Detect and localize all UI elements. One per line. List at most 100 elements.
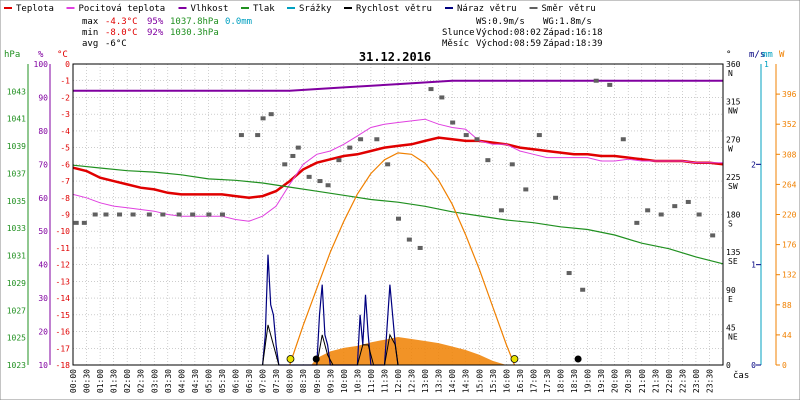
- time-tick-label: 12:30: [408, 369, 417, 393]
- legend-label: Teplota: [16, 4, 54, 14]
- temperature-tick-label: -1: [60, 77, 70, 86]
- temperature-tick-label: -12: [56, 261, 71, 270]
- time-tick-label: 20:00: [611, 369, 620, 393]
- time-tick-label: 20:30: [624, 369, 633, 393]
- time-tick-label: 00:30: [83, 369, 92, 393]
- wind-direction-point: [290, 153, 296, 158]
- max-label: max: [82, 17, 99, 27]
- time-tick-label: 09:30: [326, 369, 335, 393]
- solar-tick-label: 396: [782, 90, 797, 99]
- time-tick-label: 13:00: [421, 369, 430, 393]
- direction-compass-label: W: [728, 144, 733, 153]
- time-unit: čas: [733, 370, 749, 381]
- direction-tick-label: 180: [726, 211, 741, 220]
- temperature-tick-label: -4: [60, 127, 70, 136]
- time-tick-label: 03:30: [164, 369, 173, 393]
- wind-direction-point: [620, 137, 626, 142]
- time-tick-label: 22:00: [665, 369, 674, 393]
- chart-legend: Teplota Pocitová teplota Vlhkost Tlak Srážky…: [4, 4, 596, 14]
- temperature-tick-label: -10: [56, 227, 71, 236]
- wind-direction-point: [634, 220, 640, 225]
- solar-tick-label: 88: [782, 301, 792, 310]
- wind-direction-point: [117, 212, 123, 217]
- humidity-tick-label: 20: [38, 328, 48, 337]
- min-label: min: [82, 28, 98, 38]
- wind-direction-point: [450, 120, 456, 125]
- time-tick-label: 11:30: [380, 369, 389, 393]
- solar-tick-label: 264: [782, 180, 797, 189]
- time-tick-label: 07:00: [259, 369, 268, 393]
- time-tick-label: 21:30: [651, 369, 660, 393]
- axis-units: hPa % °C ° m/s mm W čas: [4, 50, 785, 381]
- wind-direction-point: [374, 137, 380, 142]
- wind-direction-point: [160, 212, 166, 217]
- wind-direction-point: [385, 162, 391, 167]
- time-tick-label: 21:00: [638, 369, 647, 393]
- legend-label: Směr větru: [542, 4, 596, 14]
- hpa-unit: hPa: [4, 50, 20, 60]
- time-tick-label: 14:00: [448, 369, 457, 393]
- wind-direction-point: [566, 271, 572, 276]
- direction-compass-label: NW: [728, 107, 738, 116]
- mm-unit: mm: [762, 50, 773, 60]
- chart-date: 31.12.2016: [359, 50, 431, 64]
- time-tick-label: 23:30: [705, 369, 714, 393]
- temperature-tick-label: -2: [60, 93, 70, 102]
- pressure-tick-label: 1037: [7, 169, 26, 178]
- wind-direction-point: [325, 183, 331, 188]
- wind-direction-point: [92, 212, 98, 217]
- wind-direction-point: [146, 212, 152, 217]
- sun-rise: Východ:08:02: [476, 28, 541, 38]
- time-tick-label: 13:30: [435, 369, 444, 393]
- wind-direction-point: [73, 220, 79, 225]
- time-tick-label: 19:00: [584, 369, 593, 393]
- wind-direction-point: [176, 212, 182, 217]
- wind-direction-point: [317, 179, 323, 184]
- humidity-tick-label: 100: [34, 60, 49, 69]
- pressure-line: [72, 164, 724, 265]
- time-tick-label: 02:30: [137, 369, 146, 393]
- time-tick-label: 05:00: [204, 369, 213, 393]
- time-tick-label: 08:30: [299, 369, 308, 393]
- direction-tick-label: 90: [726, 286, 736, 295]
- wind-direction-point: [130, 212, 136, 217]
- pressure-tick-label: 1043: [7, 87, 26, 96]
- pressure-tick-label: 1033: [7, 224, 26, 233]
- wind-direction-point: [593, 78, 599, 83]
- direction-compass-label: S: [728, 220, 733, 229]
- solar-tick-label: 132: [782, 271, 797, 280]
- wind-direction-point: [523, 187, 529, 192]
- ms-unit: m/s: [749, 50, 765, 60]
- wind-direction-point: [428, 87, 434, 92]
- wind-direction-point: [81, 220, 87, 225]
- temperature-tick-label: -14: [56, 294, 71, 303]
- stats-block: max -4.3°C 95% 1037.8hPa 0.0mm min -8.0°…: [82, 17, 603, 49]
- temperature-tick-label: -9: [60, 211, 70, 220]
- wind-direction-point: [358, 137, 364, 142]
- wind-direction-point: [206, 212, 212, 217]
- temperature-tick-label: -3: [60, 110, 70, 119]
- legend-label: Náraz větru: [457, 4, 517, 14]
- temp-unit: °C: [57, 50, 68, 60]
- sun-marker: [510, 355, 519, 363]
- temperature-tick-label: -18: [56, 361, 71, 370]
- wind-tick-label: 2: [751, 160, 756, 169]
- time-tick-label: 08:00: [286, 369, 295, 393]
- solar-tick-label: 308: [782, 150, 797, 159]
- wg-value: WG:1.8m/s: [543, 17, 592, 27]
- wind-direction-point: [553, 195, 559, 200]
- rain-tick-label: 1: [764, 60, 769, 69]
- wind-direction-point: [396, 216, 401, 221]
- humidity-tick-label: 80: [38, 127, 48, 136]
- direction-tick-label: 270: [726, 135, 741, 144]
- wind-direction-point: [645, 208, 651, 213]
- direction-compass-label: N: [728, 69, 733, 78]
- time-tick-label: 01:30: [110, 369, 119, 393]
- direction-tick-label: 225: [726, 173, 741, 182]
- wind-tick-label: 1: [751, 261, 756, 270]
- wind-direction-point: [406, 237, 412, 242]
- time-tick-label: 15:00: [475, 369, 484, 393]
- wind-direction-point: [260, 116, 266, 121]
- time-tick-label: 16:30: [516, 369, 525, 393]
- time-tick-label: 18:30: [570, 369, 579, 393]
